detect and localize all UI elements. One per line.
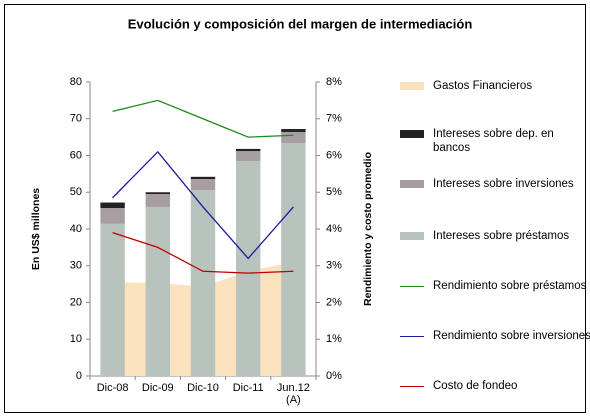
y-tick-label: 0 bbox=[76, 370, 82, 382]
legend-label: Costo de fondeo bbox=[433, 380, 518, 392]
legend-label: Rendimiento sobre préstamos bbox=[433, 280, 587, 292]
y2-tick-label: 3% bbox=[326, 260, 342, 272]
bar-segment bbox=[190, 176, 216, 180]
bar-segment bbox=[190, 179, 216, 191]
legend-swatch bbox=[400, 386, 424, 387]
x-tick-label: Dic-10 bbox=[187, 382, 219, 394]
y2-tick-label: 8% bbox=[326, 76, 342, 88]
bar-segment bbox=[100, 208, 125, 224]
y-tick-label: 50 bbox=[70, 186, 82, 198]
bar-segment bbox=[235, 161, 261, 376]
y2-tick-label: 1% bbox=[326, 333, 342, 345]
bar-segment bbox=[145, 192, 171, 195]
y-tick-label: 70 bbox=[70, 113, 82, 125]
legend-swatch bbox=[400, 82, 424, 90]
y-tick-label: 20 bbox=[70, 296, 82, 308]
legend-swatch bbox=[400, 180, 424, 188]
y-axis-label: En US$ millones bbox=[30, 188, 42, 270]
chart-title: Evolución y composición del margen de in… bbox=[128, 16, 473, 31]
y2-axis-label: Rendimiento y costo promedio bbox=[362, 152, 374, 306]
x-tick-label: Jun.12 (A) bbox=[276, 382, 310, 406]
y-tick-label: 10 bbox=[70, 333, 82, 345]
y2-tick-label: 0% bbox=[326, 370, 342, 382]
y-tick-label: 80 bbox=[70, 76, 82, 88]
bar-segment bbox=[281, 131, 306, 144]
x-tick-label: Dic-09 bbox=[141, 382, 174, 394]
legend-label: Rendimiento sobre inversiones bbox=[433, 330, 590, 342]
legend-label: Intereses sobre inversiones bbox=[433, 178, 574, 190]
bar-segment bbox=[190, 190, 216, 376]
y-tick-label: 30 bbox=[70, 260, 82, 272]
legend-swatch bbox=[400, 130, 424, 138]
y2-tick-label: 5% bbox=[326, 186, 342, 198]
bar-segment bbox=[281, 143, 306, 376]
legend-label: Gastos Financieros bbox=[433, 80, 533, 92]
y2-tick-label: 7% bbox=[326, 113, 342, 125]
y-tick-label: 40 bbox=[70, 223, 82, 235]
line bbox=[112, 99, 294, 138]
legend-swatch bbox=[400, 336, 424, 337]
bar-segment bbox=[235, 151, 261, 162]
legend-label: Intereses sobre préstamos bbox=[433, 230, 570, 242]
y2-tick-label: 4% bbox=[326, 223, 342, 235]
legend-swatch bbox=[400, 232, 424, 240]
x-tick-label: Dic-11 bbox=[232, 382, 264, 394]
y2-tick-label: 2% bbox=[326, 296, 342, 308]
bar-segment bbox=[145, 194, 171, 207]
bar-segment bbox=[100, 202, 125, 209]
bar-segment bbox=[235, 148, 261, 152]
line bbox=[112, 150, 294, 260]
bar-segment bbox=[100, 223, 125, 376]
bar-segment bbox=[281, 129, 306, 132]
y2-tick-label: 6% bbox=[326, 149, 342, 161]
legend-label: Intereses sobre dep. en bancos bbox=[433, 128, 554, 154]
bar-segment bbox=[145, 206, 171, 376]
x-tick-label: Dic-08 bbox=[96, 382, 129, 394]
y-tick-label: 60 bbox=[70, 149, 82, 161]
legend-swatch bbox=[400, 286, 424, 287]
line bbox=[112, 232, 294, 274]
